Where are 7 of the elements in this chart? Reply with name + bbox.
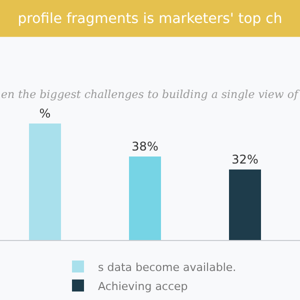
- chart-title: profile fragments is marketers' top ch: [18, 10, 282, 27]
- legend-label: s data become available.: [98, 260, 236, 274]
- data-label: 32%: [232, 152, 258, 167]
- chart-subtitle: en the biggest challenges to building a single view of: [1, 88, 300, 101]
- data-label: %: [39, 106, 51, 120]
- data-label: 38%: [132, 139, 158, 154]
- legend-label: Achieving accep: [98, 280, 188, 293]
